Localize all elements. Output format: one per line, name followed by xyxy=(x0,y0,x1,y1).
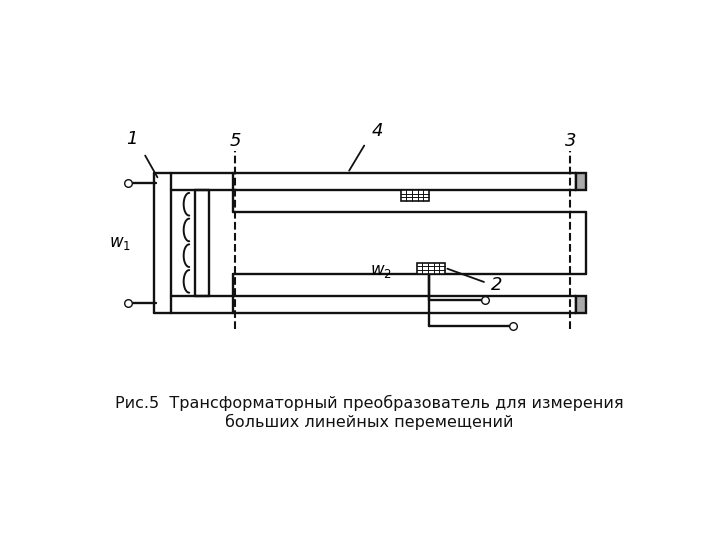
Text: 5: 5 xyxy=(230,132,241,150)
Text: 4: 4 xyxy=(372,122,383,140)
Text: $w_1$: $w_1$ xyxy=(109,234,131,252)
Text: 2: 2 xyxy=(491,276,503,294)
Text: Рис.5  Трансформаторный преобразователь для измерения
больших линейных перемещен: Рис.5 Трансформаторный преобразователь д… xyxy=(114,395,624,430)
Bar xyxy=(576,173,586,190)
Bar xyxy=(576,296,586,313)
Text: $w_2$: $w_2$ xyxy=(370,261,392,280)
Bar xyxy=(417,263,445,274)
Text: 1: 1 xyxy=(126,130,138,148)
Bar xyxy=(401,190,429,201)
Text: 3: 3 xyxy=(564,132,576,150)
